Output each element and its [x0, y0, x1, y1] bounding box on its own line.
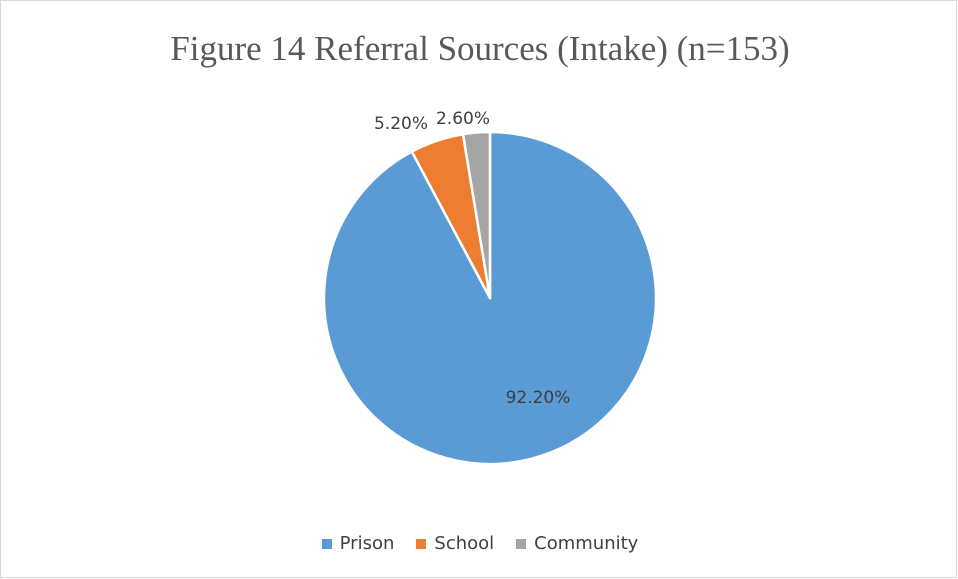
- legend-item-community: Community: [516, 533, 638, 554]
- legend-item-school: School: [416, 533, 494, 554]
- legend-swatch-prison: [321, 538, 332, 549]
- legend-label-school: School: [434, 533, 495, 554]
- data-label-school: 5.20%: [374, 114, 428, 134]
- legend-swatch-school: [416, 538, 427, 549]
- legend-label-prison: Prison: [339, 533, 395, 554]
- pie-slices: [322, 130, 658, 466]
- pie-data-labels: 92.20% 5.20% 2.60%: [374, 109, 570, 408]
- pie-slice-community: [461, 130, 492, 300]
- legend-label-community: Community: [534, 533, 639, 554]
- chart-title: Figure 14 Referral Sources (Intake) (n=1…: [170, 29, 790, 68]
- legend-swatch-community: [516, 538, 527, 549]
- data-label-prison: 92.20%: [506, 388, 571, 408]
- legend: Prison School Community: [1, 533, 958, 554]
- data-label-community: 2.60%: [436, 109, 490, 129]
- legend-item-prison: Prison: [321, 533, 395, 554]
